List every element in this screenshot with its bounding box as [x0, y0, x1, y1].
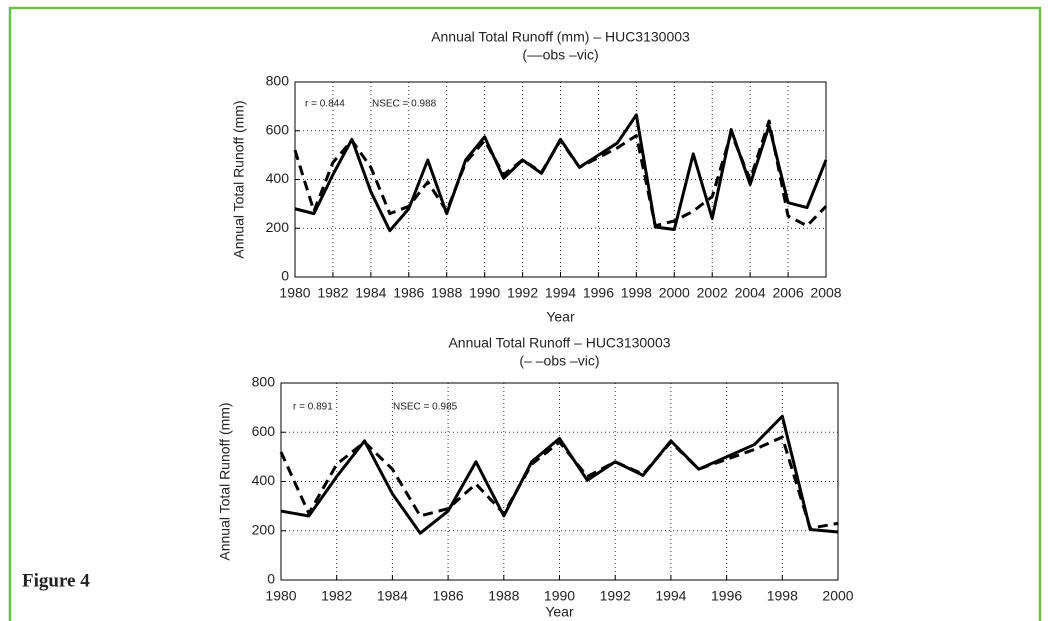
x-tick-label: 1982 — [317, 285, 348, 301]
y-tick-label: 800 — [266, 73, 290, 89]
y-tick-label: 600 — [266, 121, 290, 137]
x-tick-label: 1984 — [355, 285, 386, 301]
x-tick-label: 1994 — [655, 588, 686, 604]
x-tick-label: 2004 — [735, 285, 766, 301]
x-tick-label: 1982 — [321, 588, 352, 604]
x-axis-label: Year — [545, 604, 574, 620]
x-axis-label: Year — [546, 309, 575, 325]
y-tick-label: 200 — [252, 521, 276, 537]
annotation: r = 0.844 — [305, 99, 345, 110]
x-tick-label: 1992 — [600, 588, 631, 604]
x-tick-label: 1988 — [431, 285, 462, 301]
y-tick-label: 200 — [266, 219, 290, 235]
x-tick-label: 1998 — [621, 285, 652, 301]
x-tick-label: 1984 — [377, 588, 408, 604]
x-tick-label: 2002 — [697, 285, 728, 301]
plot-frame — [294, 81, 827, 278]
chart-subtitle: (––obs –vic) — [522, 47, 598, 63]
plot-frame — [280, 382, 839, 581]
annotation: r = 0.891 — [293, 402, 333, 413]
frame — [8, 6, 1042, 621]
x-tick-label: 1996 — [711, 588, 742, 604]
x-tick-label: 1986 — [433, 588, 464, 604]
y-tick-label: 800 — [252, 374, 276, 390]
y-axis-label: Annual Total Runoff (mm) — [231, 100, 247, 258]
y-tick-label: 400 — [252, 472, 276, 488]
chart-subtitle: (– –obs –vic) — [519, 353, 599, 369]
x-tick-label: 2000 — [822, 588, 853, 604]
x-tick-label: 1996 — [583, 285, 614, 301]
annotation: NSEC = 0.988 — [372, 99, 437, 110]
series-line — [279, 435, 839, 530]
x-tick-label: 1994 — [545, 285, 576, 301]
y-tick-label: 400 — [266, 170, 290, 186]
x-tick-label: 2000 — [659, 285, 690, 301]
x-tick-label: 1990 — [469, 285, 500, 301]
annotation: NSEC = 0.985 — [393, 402, 458, 413]
y-axis-label: Annual Total Runoff (mm) — [217, 402, 233, 560]
x-tick-label: 1988 — [488, 588, 519, 604]
x-tick-label: 1980 — [279, 285, 310, 301]
x-tick-label: 1990 — [544, 588, 575, 604]
chart-title: Annual Total Runoff (mm) – HUC3130003 — [431, 29, 690, 45]
x-tick-label: 1998 — [767, 588, 798, 604]
y-tick-label: 0 — [281, 268, 289, 284]
series-line — [294, 113, 828, 233]
chart-title: Annual Total Runoff – HUC3130003 — [448, 335, 670, 351]
y-tick-label: 0 — [267, 571, 275, 587]
x-tick-label: 1986 — [393, 285, 424, 301]
y-tick-label: 600 — [252, 423, 276, 439]
x-tick-label: 1980 — [265, 588, 296, 604]
x-tick-label: 2008 — [810, 285, 841, 301]
figure-label: Figure 4 — [22, 570, 90, 591]
x-tick-label: 1992 — [507, 285, 538, 301]
series-line — [280, 414, 839, 535]
x-tick-label: 2006 — [772, 285, 803, 301]
